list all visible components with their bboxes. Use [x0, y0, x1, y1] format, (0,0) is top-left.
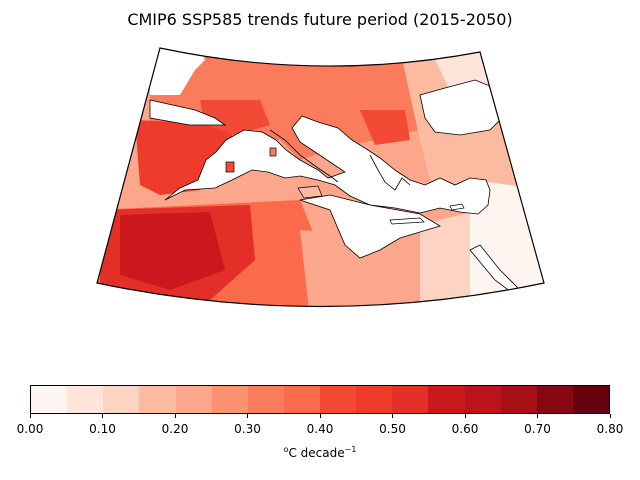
colorbar-tick-label: 0.20 — [161, 422, 189, 436]
colorbar-tick-mark — [102, 414, 103, 418]
colorbar-tick-label: 0.80 — [596, 422, 624, 436]
greece-coast — [369, 154, 411, 191]
crete — [389, 217, 425, 225]
colorbar-swatch — [175, 386, 212, 413]
domain-boundary — [96, 47, 545, 308]
colorbar-swatch — [572, 386, 609, 413]
libya-trend — [300, 230, 440, 307]
colorbar-tick-label: 0.60 — [451, 422, 479, 436]
colorbar-tick-label: 0.70 — [524, 422, 551, 436]
colorbar-unit: C decade — [288, 446, 345, 460]
cyprus — [449, 203, 465, 211]
egypt-trend — [420, 210, 480, 307]
colorbar-ticks: 0.00 0.10 0.20 0.30 0.40 0.50 0.60 0.70 0.80 — [0, 414, 640, 444]
colorbar-tick-label: 0.50 — [379, 422, 406, 436]
atlantic-bay-of-biscay — [149, 99, 227, 126]
colorbar-swatch — [536, 386, 573, 413]
colorbar-swatch — [103, 386, 140, 413]
colorbar-swatch — [211, 386, 248, 413]
colorbar-swatch — [428, 386, 465, 413]
colorbar-swatch — [464, 386, 501, 413]
colorbar-tick-label: 0.00 — [16, 422, 44, 436]
colorbar-swatch — [320, 386, 357, 413]
trend-field — [97, 48, 544, 307]
colorbar-swatch — [500, 386, 537, 413]
italy-coast — [269, 129, 339, 183]
corsica — [269, 147, 277, 157]
colorbar — [30, 385, 610, 414]
colorbar-swatch — [31, 386, 68, 413]
sardinia — [225, 161, 235, 173]
colorbar-tick-mark — [537, 414, 538, 418]
colorbar-tick-mark — [319, 414, 321, 418]
trend-map — [96, 47, 545, 308]
colorbar-swatch — [247, 386, 284, 413]
sicily — [297, 185, 323, 199]
algeria-hotspot — [120, 212, 225, 290]
gulf-of-sidra — [299, 194, 441, 259]
iberia-trend — [135, 120, 235, 195]
colorbar-tick-mark — [609, 414, 611, 418]
colorbar-swatch — [392, 386, 429, 413]
colorbar-swatch — [139, 386, 176, 413]
colorbar-tick-mark — [29, 414, 31, 418]
map-title: CMIP6 SSP585 trends future period (2015-… — [127, 10, 513, 29]
mediterranean-sea — [164, 115, 491, 215]
colorbar-tick-mark — [247, 414, 248, 418]
unit-exponent: −1 — [344, 445, 357, 454]
france-trend — [200, 100, 270, 135]
colorbar-swatch — [67, 386, 104, 413]
colorbar-tick-mark — [174, 414, 176, 418]
colorbar-tick-label: 0.30 — [234, 422, 261, 436]
colorbar-label: oC decade−1 — [0, 445, 640, 460]
colorbar-swatch — [283, 386, 320, 413]
degree-superscript: o — [283, 445, 289, 454]
colorbar-swatch — [356, 386, 393, 413]
colorbar-tick-mark — [464, 414, 466, 418]
atlantic-northwest — [150, 48, 205, 95]
colorbar-tick-label: 0.10 — [89, 422, 116, 436]
black-sea — [419, 79, 506, 136]
balkan-hotspot — [360, 110, 410, 145]
colorbar-tick-mark — [392, 414, 393, 418]
colorbar-tick-label: 0.40 — [306, 422, 334, 436]
